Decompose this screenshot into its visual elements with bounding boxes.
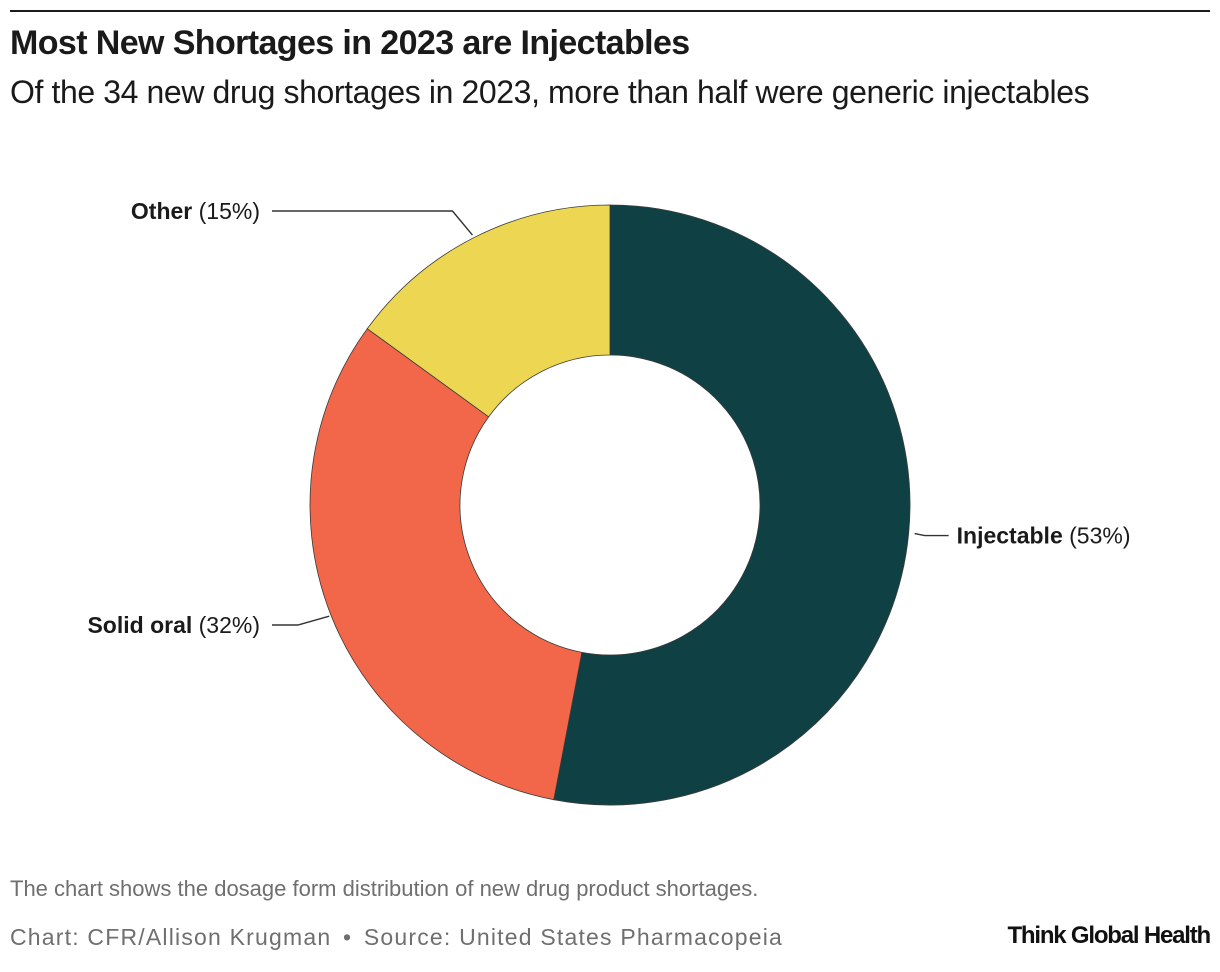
slice-label-name: Solid oral [87, 612, 192, 638]
donut-slices [309, 204, 911, 806]
credit-chart: Chart: CFR/Allison Krugman [10, 924, 332, 950]
slice-injectable [553, 204, 911, 806]
slice-label-solid-oral: Solid oral (32%) [87, 612, 260, 638]
chart-title: Most New Shortages in 2023 are Injectabl… [10, 24, 690, 62]
slice-label-value: (32%) [192, 612, 260, 638]
slice-label-value: (53%) [1063, 523, 1131, 549]
slice-label-injectable: Injectable (53%) [957, 523, 1131, 549]
chart-note: The chart shows the dosage form distribu… [10, 876, 759, 901]
credit-source: Source: United States Pharmacopeia [363, 924, 784, 950]
slice-label-name: Injectable [957, 523, 1063, 549]
chart-subtitle: Of the 34 new drug shortages in 2023, mo… [10, 74, 1090, 110]
leader-line-injectable [914, 532, 949, 537]
chart-credit: Chart: CFR/Allison Krugman • Source: Uni… [10, 924, 783, 951]
slice-label-other: Other (15%) [131, 198, 260, 224]
slice-other [366, 204, 611, 418]
brand-logo: Think Global Health [1007, 922, 1211, 949]
leader-line-solid-oral [272, 615, 330, 626]
top-rule [10, 10, 1210, 12]
slice-label-value: (15%) [192, 198, 260, 224]
slice-solid-oral [309, 328, 583, 801]
leader-line-other [272, 210, 473, 236]
slice-label-name: Other [131, 198, 192, 224]
slice-labels: Injectable (53%) Solid oral (32%) Other (1… [87, 198, 1130, 638]
credit-separator: • [342, 924, 353, 950]
leader-lines [272, 210, 949, 626]
